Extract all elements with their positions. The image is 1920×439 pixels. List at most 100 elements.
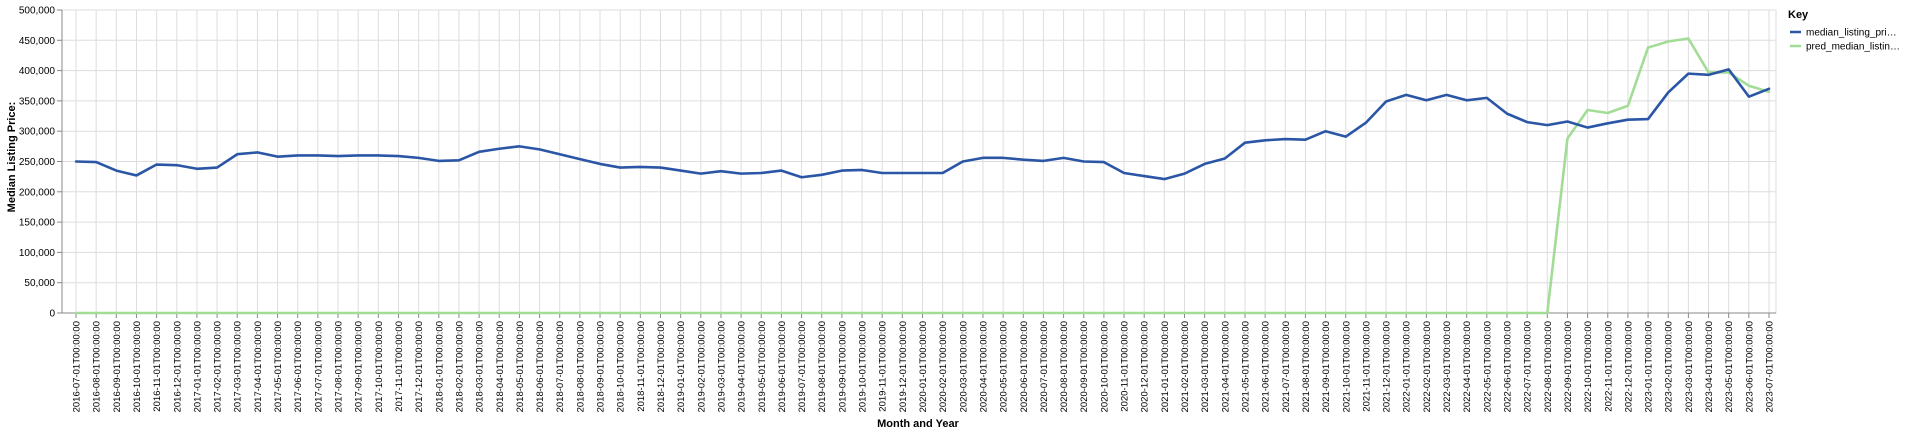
x-tick-label: 2020-12-01T00:00:00 [1140,321,1151,412]
x-tick-label: 2019-03-01T00:00:00 [716,321,727,412]
legend-label: pred_median_listin… [1806,42,1900,53]
x-tick-label: 2019-02-01T00:00:00 [696,321,707,412]
axis-layer: 0 50,000 100,000 150,000 200,000 250,000 300,0… [19,6,1776,412]
x-tick-label: 2023-02-01T00:00:00 [1664,321,1675,412]
x-tick-label: 2018-11-01T00:00:00 [636,321,647,412]
x-tick-label: 2017-09-01T00:00:00 [354,321,365,412]
legend: Key median_listing_pri… pred_median_listi… [1788,9,1900,53]
x-tick-label: 2018-12-01T00:00:00 [656,321,667,412]
x-tick-label: 2022-01-01T00:00:00 [1402,321,1413,412]
y-tick-label: 50,000 [24,278,55,289]
x-tick-label: 2022-11-01T00:00:00 [1603,321,1614,412]
x-tick-label: 2020-11-01T00:00:00 [1120,321,1131,412]
x-tick-label: 2021-01-01T00:00:00 [1160,321,1171,412]
x-tick-label: 2018-04-01T00:00:00 [495,321,506,412]
x-tick-label: 2022-08-01T00:00:00 [1543,321,1554,412]
x-tick-label: 2022-09-01T00:00:00 [1563,321,1574,412]
x-tick-label: 2023-06-01T00:00:00 [1744,321,1755,412]
x-tick-label: 2016-08-01T00:00:00 [92,321,103,412]
x-tick-label: 2017-10-01T00:00:00 [374,321,385,412]
x-tick-label: 2019-04-01T00:00:00 [737,321,748,412]
x-tick-label: 2020-01-01T00:00:00 [918,321,929,412]
y-tick-label: 400,000 [19,66,56,77]
x-tick-label: 2018-01-01T00:00:00 [434,321,445,412]
x-tick-label: 2020-07-01T00:00:00 [1039,321,1050,412]
series-layer [74,37,1771,315]
x-tick-label: 2023-04-01T00:00:00 [1704,321,1715,412]
x-tick-label: 2016-11-01T00:00:00 [152,321,163,412]
x-tick-label: 2017-02-01T00:00:00 [213,321,224,412]
x-tick-label: 2018-03-01T00:00:00 [475,321,486,412]
x-tick-label: 2020-05-01T00:00:00 [999,321,1010,412]
x-tick-label: 2021-11-01T00:00:00 [1361,321,1372,412]
y-tick-label: 450,000 [19,36,56,47]
legend-items: median_listing_pri… pred_median_listin… [1790,28,1900,53]
legend-title: Key [1788,9,1809,21]
x-tick-label: 2019-12-01T00:00:00 [898,321,909,412]
x-tick-label: 2018-09-01T00:00:00 [596,321,607,412]
x-tick-label: 2017-06-01T00:00:00 [293,321,304,412]
x-tick-label: 2021-06-01T00:00:00 [1261,321,1272,412]
x-tick-label: 2020-09-01T00:00:00 [1079,321,1090,412]
x-tick-label: 2016-07-01T00:00:00 [72,321,83,412]
series-line-predicted [74,37,1771,315]
series-line-actual [74,68,1771,181]
x-tick-label: 2023-07-01T00:00:00 [1765,321,1776,412]
y-tick-label: 100,000 [19,248,56,259]
x-tick-label: 2019-08-01T00:00:00 [817,321,828,412]
x-tick-label: 2017-07-01T00:00:00 [313,321,324,412]
y-axis-title: Median Listing Price: [6,102,18,213]
x-tick-label: 2017-12-01T00:00:00 [414,321,425,412]
x-tick-label: 2022-02-01T00:00:00 [1422,321,1433,412]
x-tick-label: 2020-10-01T00:00:00 [1099,321,1110,412]
x-tick-label: 2020-03-01T00:00:00 [958,321,969,412]
x-tick-label: 2021-07-01T00:00:00 [1281,321,1292,412]
x-tick-label: 2021-08-01T00:00:00 [1301,321,1312,412]
x-tick-label: 2022-12-01T00:00:00 [1623,321,1634,412]
y-tick-label: 250,000 [19,157,56,168]
x-tick-label: 2021-04-01T00:00:00 [1220,321,1231,412]
x-tick-label: 2016-09-01T00:00:00 [112,321,123,412]
x-tick-label: 2019-10-01T00:00:00 [858,321,869,412]
x-tick-label: 2022-05-01T00:00:00 [1482,321,1493,412]
x-tick-label: 2020-08-01T00:00:00 [1059,321,1070,412]
x-tick-label: 2021-09-01T00:00:00 [1321,321,1332,412]
x-tick-label: 2016-10-01T00:00:00 [132,321,143,412]
x-tick-label: 2017-11-01T00:00:00 [394,321,405,412]
x-tick-label: 2019-05-01T00:00:00 [757,321,768,412]
x-tick-label: 2017-03-01T00:00:00 [233,321,244,412]
x-tick-label: 2022-07-01T00:00:00 [1523,321,1534,412]
y-tick-label: 500,000 [19,6,56,17]
x-tick-label: 2021-10-01T00:00:00 [1341,321,1352,412]
x-tick-label: 2018-10-01T00:00:00 [616,321,627,412]
y-tick-label: 300,000 [19,127,56,138]
x-tick-label: 2020-06-01T00:00:00 [1019,321,1030,412]
y-tick-label: 350,000 [19,96,56,107]
grid-layer [61,9,1777,314]
x-tick-label: 2017-05-01T00:00:00 [273,321,284,412]
x-tick-label: 2023-05-01T00:00:00 [1724,321,1735,412]
x-tick-label: 2022-03-01T00:00:00 [1442,321,1453,412]
x-tick-label: 2022-06-01T00:00:00 [1502,321,1513,412]
x-tick-label: 2018-07-01T00:00:00 [555,321,566,412]
x-tick-label: 2022-04-01T00:00:00 [1462,321,1473,412]
x-tick-label: 2021-12-01T00:00:00 [1382,321,1393,412]
x-tick-label: 2019-01-01T00:00:00 [676,321,687,412]
x-tick-label: 2017-08-01T00:00:00 [334,321,345,412]
x-tick-label: 2020-04-01T00:00:00 [978,321,989,412]
x-tick-label: 2017-01-01T00:00:00 [192,321,203,412]
x-tick-label: 2020-02-01T00:00:00 [938,321,949,412]
x-tick-label: 2019-11-01T00:00:00 [878,321,889,412]
x-tick-label: 2016-12-01T00:00:00 [172,321,183,412]
x-tick-label: 2018-05-01T00:00:00 [515,321,526,412]
x-tick-label: 2018-02-01T00:00:00 [454,321,465,412]
x-tick-label: 2019-07-01T00:00:00 [797,321,808,412]
x-tick-label: 2018-06-01T00:00:00 [535,321,546,412]
x-tick-label: 2017-04-01T00:00:00 [253,321,264,412]
x-axis-title: Month and Year [877,418,959,430]
legend-label: median_listing_pri… [1806,28,1897,39]
x-tick-label: 2022-10-01T00:00:00 [1583,321,1594,412]
x-tick-label: 2019-09-01T00:00:00 [837,321,848,412]
